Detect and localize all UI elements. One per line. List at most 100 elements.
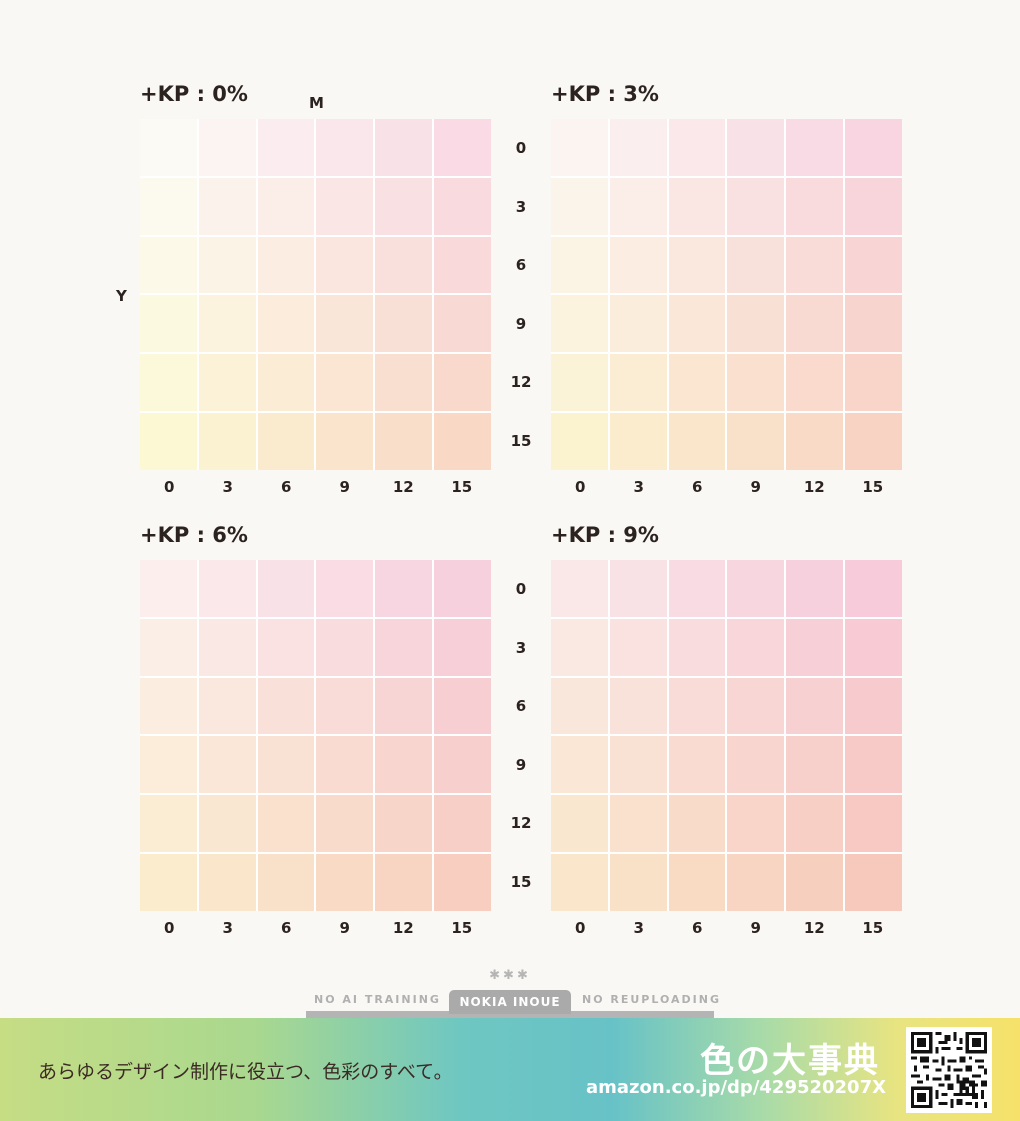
color-swatch xyxy=(609,795,667,853)
star-ornament-icon: ✱✱✱ xyxy=(489,968,531,983)
color-swatch xyxy=(316,795,374,853)
m-tick: 6 xyxy=(281,919,292,937)
color-swatch xyxy=(845,354,902,412)
color-swatch xyxy=(727,177,785,235)
color-swatch xyxy=(727,354,785,412)
credit-no-ai-training: NO AI TRAINING xyxy=(314,993,441,1006)
color-swatch xyxy=(668,560,726,617)
color-swatch xyxy=(140,795,197,853)
color-swatch xyxy=(609,236,667,294)
color-swatch xyxy=(551,295,608,353)
y-tick: 12 xyxy=(510,373,532,392)
m-tick: 15 xyxy=(451,478,473,496)
color-swatch xyxy=(198,560,256,617)
color-swatch xyxy=(140,854,197,911)
m-tick: 15 xyxy=(451,919,473,937)
color-swatch xyxy=(551,618,608,676)
color-swatch xyxy=(845,177,902,235)
color-swatch xyxy=(551,413,608,470)
color-swatch xyxy=(140,736,197,794)
color-swatch xyxy=(786,354,844,412)
color-swatch xyxy=(198,236,256,294)
promo-banner[interactable] xyxy=(0,1018,1020,1121)
color-swatch xyxy=(375,236,433,294)
color-swatch xyxy=(668,854,726,911)
color-swatch xyxy=(551,236,608,294)
swatch-grid-kp6 xyxy=(140,560,491,911)
color-swatch xyxy=(316,119,374,176)
credit-author: NOKIA INOUE xyxy=(449,990,571,1014)
color-swatch xyxy=(198,177,256,235)
color-swatch xyxy=(551,177,608,235)
panel-title-kp9: +KP : 9% xyxy=(551,523,659,547)
m-tick: 12 xyxy=(392,919,414,937)
color-swatch xyxy=(786,560,844,617)
color-swatch xyxy=(845,413,902,470)
color-swatch xyxy=(316,677,374,735)
color-swatch xyxy=(727,119,785,176)
credit-bar xyxy=(306,1011,714,1018)
color-swatch xyxy=(140,618,197,676)
color-swatch xyxy=(551,854,608,911)
color-swatch xyxy=(375,119,433,176)
color-swatch xyxy=(316,295,374,353)
color-swatch xyxy=(668,354,726,412)
color-swatch xyxy=(668,413,726,470)
y-tick-labels-top: 0 3 6 9 12 15 xyxy=(501,119,541,470)
panel-title-kp3: +KP : 3% xyxy=(551,82,659,106)
color-swatch xyxy=(845,736,902,794)
m-tick: 15 xyxy=(862,919,884,937)
color-swatch xyxy=(668,236,726,294)
color-swatch xyxy=(786,177,844,235)
color-swatch xyxy=(609,560,667,617)
color-swatch xyxy=(140,236,197,294)
color-swatch xyxy=(257,295,315,353)
panel-title-kp6: +KP : 6% xyxy=(140,523,248,547)
m-tick: 9 xyxy=(339,919,350,937)
color-swatch xyxy=(786,119,844,176)
color-swatch xyxy=(727,560,785,617)
y-tick: 3 xyxy=(515,197,527,216)
color-swatch xyxy=(845,560,902,617)
color-swatch xyxy=(727,236,785,294)
color-swatch xyxy=(609,119,667,176)
m-tick: 3 xyxy=(222,919,233,937)
m-tick: 0 xyxy=(575,919,586,937)
color-swatch xyxy=(786,677,844,735)
color-swatch xyxy=(316,854,374,911)
color-swatch xyxy=(140,295,197,353)
color-swatch xyxy=(668,677,726,735)
m-tick: 3 xyxy=(633,919,644,937)
color-swatch xyxy=(668,119,726,176)
m-tick-labels-kp6: 0 3 6 9 12 15 xyxy=(140,919,491,937)
color-swatch xyxy=(786,295,844,353)
color-swatch xyxy=(434,677,491,735)
banner-book-title: 色の大事典 xyxy=(700,1041,880,1081)
color-swatch xyxy=(551,795,608,853)
color-swatch xyxy=(609,413,667,470)
color-swatch xyxy=(609,295,667,353)
color-swatch xyxy=(668,736,726,794)
m-tick: 12 xyxy=(392,478,414,496)
color-swatch xyxy=(316,236,374,294)
color-swatch xyxy=(198,413,256,470)
color-swatch xyxy=(727,413,785,470)
color-swatch xyxy=(845,119,902,176)
banner-url-link[interactable]: amazon.co.jp/dp/429520207X xyxy=(586,1077,886,1098)
color-swatch xyxy=(609,354,667,412)
y-tick: 9 xyxy=(515,755,527,774)
m-tick: 9 xyxy=(750,919,761,937)
m-tick: 12 xyxy=(803,919,825,937)
color-swatch xyxy=(434,795,491,853)
color-swatch xyxy=(140,354,197,412)
color-swatch xyxy=(140,677,197,735)
color-swatch xyxy=(786,854,844,911)
color-swatch xyxy=(727,854,785,911)
qr-code-icon[interactable] xyxy=(906,1027,992,1113)
y-tick: 15 xyxy=(510,872,532,891)
banner-tagline: あらゆるデザイン制作に役立つ、色彩のすべて。 xyxy=(38,1061,453,1083)
y-tick: 9 xyxy=(515,314,527,333)
color-swatch xyxy=(727,677,785,735)
color-swatch xyxy=(316,177,374,235)
color-swatch xyxy=(375,854,433,911)
